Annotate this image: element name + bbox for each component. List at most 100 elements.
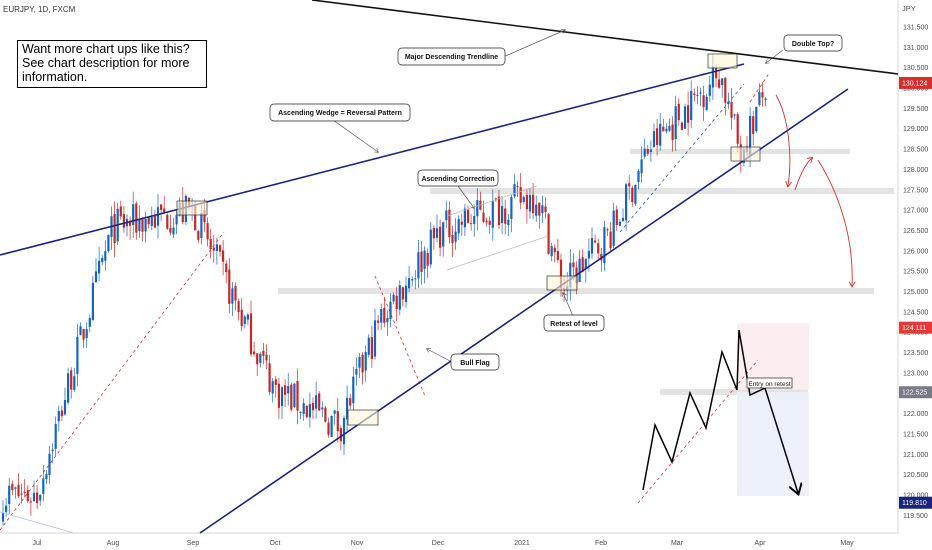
candle-body — [547, 214, 550, 254]
candle-body — [432, 227, 435, 239]
candle-body — [296, 380, 299, 411]
candle-body — [172, 227, 175, 235]
candle-body — [693, 93, 696, 95]
candle-body — [680, 122, 683, 130]
candle-body — [612, 210, 615, 246]
candle-body — [625, 184, 628, 221]
promo-box: Want more chart ups like this? See chart… — [17, 40, 207, 88]
rally-support-dashed-2 — [619, 83, 745, 233]
candle-body — [662, 126, 665, 132]
candle-body — [318, 393, 321, 411]
candle-body — [544, 206, 547, 212]
candle-body — [79, 326, 82, 336]
callout-correction-text: Ascending Correction — [421, 176, 494, 183]
candle-body — [349, 397, 352, 406]
callout-trendline-text: Major Descending Trendline — [405, 54, 498, 61]
candle-body — [429, 229, 432, 265]
candle-body — [556, 251, 559, 260]
candle-body — [42, 478, 45, 494]
correction-channel-top — [446, 185, 538, 217]
candle-body — [370, 337, 373, 359]
x-tick-label: May — [840, 540, 854, 547]
candle-body — [321, 407, 324, 410]
candle-body — [646, 148, 649, 154]
candle-body — [392, 294, 395, 302]
candle-body — [649, 149, 652, 152]
candle-body — [290, 384, 293, 410]
candle-body — [91, 282, 94, 321]
price-badge-bg — [899, 496, 932, 509]
take-profit-zone — [737, 392, 809, 496]
y-tick-label: 121.500 — [903, 431, 928, 438]
candle-body — [194, 205, 197, 231]
candle-body — [460, 221, 463, 225]
y-tick-label: 130.000 — [903, 86, 928, 93]
candle-body — [736, 114, 739, 144]
candle-body — [395, 295, 398, 310]
candle-body — [386, 317, 389, 323]
y-tick-label: 121.000 — [903, 452, 928, 459]
candle-body — [683, 106, 687, 129]
candle-body — [597, 243, 600, 254]
entry-zone-level — [660, 389, 808, 395]
candle-body — [702, 95, 705, 108]
candle-body — [287, 385, 290, 394]
candle-body — [333, 410, 336, 414]
candle-body — [752, 116, 755, 134]
candle-body — [457, 218, 460, 234]
candle-body — [361, 354, 364, 373]
candle-body — [339, 428, 342, 442]
symbol-label: EURJPY, 1D, FXCM — [3, 5, 76, 14]
x-tick-label: Apr — [755, 540, 767, 547]
callout-double-top: Double Top? — [783, 34, 843, 52]
candle-body — [36, 492, 39, 503]
candle-body — [163, 208, 166, 213]
candle-body — [513, 184, 516, 197]
candle-body — [299, 411, 302, 413]
highlight-box-sep-top — [176, 200, 208, 216]
price-badge-label: 119.810 — [902, 500, 927, 507]
candle-body — [559, 259, 563, 289]
candle-body — [708, 84, 711, 96]
candle-body — [268, 363, 271, 393]
leader-retest — [563, 293, 574, 317]
candle-body — [138, 218, 141, 231]
candle-body — [265, 354, 268, 361]
candle-body — [237, 301, 240, 313]
wedge-upper-line — [0, 63, 745, 256]
candle-body — [367, 337, 370, 355]
candle-body — [587, 250, 590, 259]
promo-line-3: information. — [22, 70, 88, 84]
candle-body — [113, 213, 116, 244]
x-tick-label: Aug — [107, 540, 120, 547]
candle-body — [721, 78, 724, 86]
candle-body — [643, 148, 646, 157]
candle-body — [463, 208, 466, 228]
candle-body — [532, 194, 535, 214]
candle-body — [504, 208, 507, 224]
promo-line-2: See chart description for more — [22, 56, 190, 70]
price-badge: 124.111 — [899, 321, 932, 334]
candle-body — [445, 210, 448, 221]
candle-body — [404, 285, 408, 303]
candle-body — [225, 263, 228, 273]
candle-body — [535, 204, 538, 216]
candle-body — [150, 216, 153, 226]
y-tick-label: 130.500 — [903, 65, 928, 72]
candle-body — [373, 320, 377, 357]
y-tick-label: 124.500 — [903, 309, 928, 316]
candle-body — [85, 329, 88, 339]
candle-body — [73, 376, 76, 390]
double-top-neck-dashed — [749, 71, 771, 103]
candle-body — [519, 187, 522, 203]
rally-support-dashed-1 — [0, 231, 225, 531]
highlight-box-nov-low — [347, 409, 379, 426]
candle-body — [724, 77, 727, 103]
candle-body — [277, 383, 280, 408]
candle-body — [39, 494, 42, 501]
candle-body — [674, 106, 677, 140]
bull-flag-line — [374, 275, 426, 397]
price-badge: 122.525 — [899, 386, 932, 399]
candle-body — [621, 217, 625, 222]
